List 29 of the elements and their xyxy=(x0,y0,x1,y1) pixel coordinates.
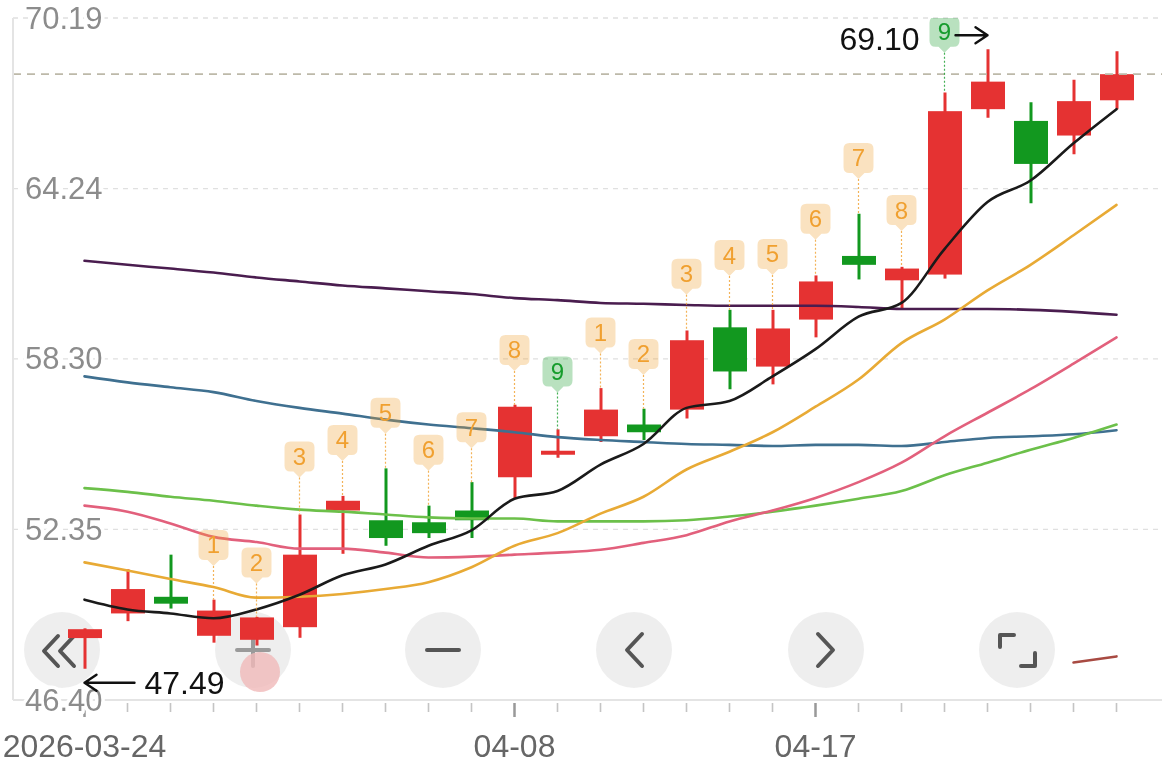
x-tick-label: 04-17 xyxy=(774,728,857,764)
annotation: 3 xyxy=(679,260,694,288)
annotation: 8 xyxy=(894,196,909,224)
x-tick-label: 04-08 xyxy=(473,728,556,764)
annotation: 47.49 xyxy=(144,664,225,701)
annotation: 69.10 xyxy=(839,21,920,58)
annotation: 1 xyxy=(593,318,608,346)
y-tick-label: 70.19 xyxy=(25,0,103,36)
annotation: 2 xyxy=(249,548,264,576)
annotation: 1 xyxy=(206,531,221,559)
candlestick xyxy=(154,554,188,609)
y-tick-label: 64.24 xyxy=(25,171,103,207)
y-tick-label: 58.30 xyxy=(25,341,103,377)
y-tick-label: 52.35 xyxy=(25,511,103,547)
y-tick-label: 46.40 xyxy=(25,682,103,718)
annotation: 4 xyxy=(722,241,737,269)
annotation: 5 xyxy=(765,240,780,268)
annotation: 9 xyxy=(550,357,565,385)
candlestick xyxy=(68,628,102,669)
x-tick-label: 2026-03-24 xyxy=(2,728,167,764)
annotation: 6 xyxy=(421,436,436,464)
annotation: 2 xyxy=(636,340,651,368)
annotation: 7 xyxy=(851,144,866,172)
annotation: 6 xyxy=(808,205,823,233)
candlestick xyxy=(541,429,575,458)
annotation: 3 xyxy=(292,443,307,471)
annotation: 9 xyxy=(937,18,952,46)
annotation: 8 xyxy=(507,336,522,364)
annotation: 4 xyxy=(335,426,350,454)
